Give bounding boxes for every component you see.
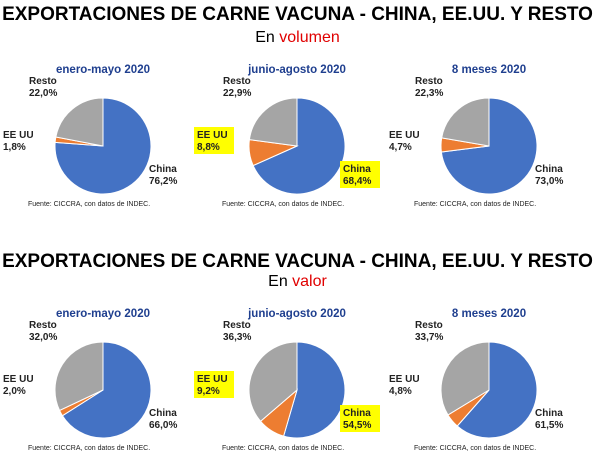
slice-value-label: 61,5% [535, 420, 563, 431]
pie-title: enero-mayo 2020 [56, 64, 150, 76]
slice-value-label: 22,9% [223, 88, 251, 99]
subtitle-prefix: En [268, 273, 293, 290]
pie-title: junio-agosto 2020 [247, 64, 346, 76]
slice-value-label: 1,8% [3, 142, 26, 153]
pie-slice-china [456, 341, 538, 439]
source-note: Fuente: CICCRA, con datos de INDEC. [28, 445, 150, 452]
slice-name-label: Resto [223, 76, 251, 87]
slice-value-label: 33,7% [415, 332, 443, 343]
slice-name-label: Resto [29, 320, 57, 331]
slice-value-label: 4,8% [389, 386, 412, 397]
source-note: Fuente: CICCRA, con datos de INDEC. [222, 445, 344, 452]
slice-name-label: China [149, 164, 177, 175]
slice-value-label: 68,4% [343, 176, 371, 187]
slice-name-label: EE UU [197, 374, 228, 385]
pie-title: enero-mayo 2020 [56, 308, 150, 320]
section-subtitle-volumen: En volumen [0, 29, 595, 47]
slice-name-label: China [535, 164, 563, 175]
source-note: Fuente: CICCRA, con datos de INDEC. [28, 201, 150, 208]
pie-slice-resto [55, 97, 104, 147]
slice-value-label: 54,5% [343, 420, 371, 431]
pie-title: 8 meses 2020 [452, 64, 526, 76]
slice-name-label: EE UU [3, 374, 34, 385]
slice-value-label: 32,0% [29, 332, 57, 343]
subtitle-highlight: valor [292, 273, 327, 290]
source-note: Fuente: CICCRA, con datos de INDEC. [414, 445, 536, 452]
slice-name-label: China [343, 408, 371, 419]
pie-slice-resto [248, 341, 298, 422]
pie-title: junio-agosto 2020 [247, 308, 346, 320]
slice-name-label: Resto [223, 320, 251, 331]
pie-slice-china [61, 341, 152, 439]
highlight-box [340, 161, 380, 188]
slice-name-label: China [149, 408, 177, 419]
slice-name-label: EE UU [3, 130, 34, 141]
slice-name-label: EE UU [389, 130, 420, 141]
pie-slice-resto [248, 97, 298, 147]
source-note: Fuente: CICCRA, con datos de INDEC. [414, 201, 536, 208]
section-subtitle-valor: En valor [0, 273, 595, 291]
section-title-valor: EXPORTACIONES DE CARNE VACUNA - CHINA, E… [2, 251, 593, 272]
slice-name-label: China [343, 164, 371, 175]
pie-slice-resto [54, 341, 104, 412]
slice-value-label: 2,0% [3, 386, 26, 397]
slice-name-label: Resto [415, 320, 443, 331]
pie-slice-resto [440, 341, 490, 416]
section-title-volumen: EXPORTACIONES DE CARNE VACUNA - CHINA, E… [2, 4, 593, 25]
highlight-box [340, 405, 380, 432]
slice-value-label: 8,8% [197, 142, 220, 153]
pie-slice-china [252, 97, 346, 195]
slice-value-label: 22,3% [415, 88, 443, 99]
slice-name-label: Resto [29, 76, 57, 87]
pie-slice-resto [441, 97, 490, 147]
slice-name-label: EE UU [389, 374, 420, 385]
pie-slice-china [282, 341, 346, 439]
subtitle-prefix: En [255, 29, 280, 46]
slice-name-label: China [535, 408, 563, 419]
pie-title: 8 meses 2020 [452, 308, 526, 320]
slice-value-label: 66,0% [149, 420, 177, 431]
subtitle-highlight: volumen [279, 29, 340, 46]
slice-value-label: 36,3% [223, 332, 251, 343]
highlight-box [194, 127, 234, 154]
slice-value-label: 4,7% [389, 142, 412, 153]
slice-value-label: 9,2% [197, 386, 220, 397]
source-note: Fuente: CICCRA, con datos de INDEC. [222, 201, 344, 208]
slice-value-label: 73,0% [535, 176, 563, 187]
slice-value-label: 76,2% [149, 176, 177, 187]
slice-name-label: EE UU [197, 130, 228, 141]
slice-value-label: 22,0% [29, 88, 57, 99]
highlight-box [194, 371, 234, 398]
slice-name-label: Resto [415, 76, 443, 87]
